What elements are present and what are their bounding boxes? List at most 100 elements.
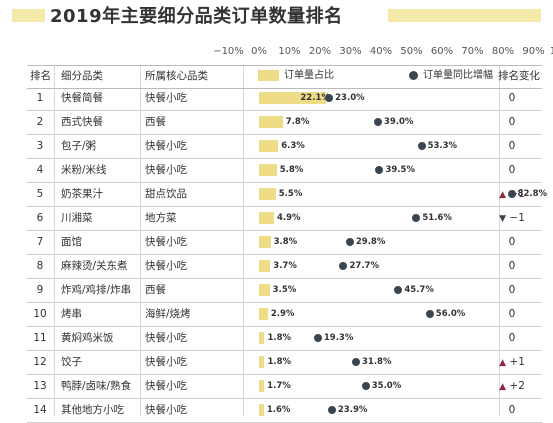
- legend-growth-dot: [409, 71, 418, 80]
- share-bar: [259, 164, 277, 176]
- x-tick-label: 30%: [339, 46, 362, 57]
- share-label: 1.7%: [267, 381, 291, 391]
- col-sep: [54, 65, 55, 416]
- rank-change-value: −1: [509, 212, 525, 224]
- table-row: 6 川湘菜 地方菜 ▼ −1: [27, 207, 542, 231]
- arrow-up-icon: ▲: [499, 358, 507, 368]
- x-tick-label: 100%: [549, 46, 553, 57]
- growth-dot: [351, 358, 360, 366]
- table-row: 3 包子/粥 快餐小吃 0: [27, 135, 542, 159]
- x-tick-label: 70%: [461, 46, 484, 57]
- arrow-up-icon: ▲: [499, 382, 507, 392]
- growth-label: 19.3%: [323, 333, 354, 343]
- rank-change-value: 0: [508, 116, 516, 128]
- col-sep: [243, 65, 244, 416]
- growth-label: 82.8%: [517, 189, 548, 199]
- share-label: 3.5%: [272, 285, 297, 295]
- core-category-cell: 快餐小吃: [145, 404, 187, 416]
- rank-change-value: 0: [508, 260, 516, 272]
- table-row: 8 麻辣烫/关东煮 快餐小吃 0: [27, 255, 542, 279]
- share-label: 4.9%: [276, 213, 301, 223]
- header-core: 所属核心品类: [145, 70, 208, 82]
- share-bar: [259, 308, 268, 320]
- category-cell: 饺子: [61, 356, 82, 368]
- x-tick-label: 10%: [278, 46, 301, 57]
- category-cell: 鸭脖/卤味/熟食: [61, 380, 132, 392]
- legend-share: 订单量占比: [284, 70, 334, 81]
- growth-dot: [425, 310, 434, 318]
- growth-dot: [417, 142, 426, 150]
- rank-cell: 2: [36, 116, 44, 128]
- col-sep: [140, 65, 141, 416]
- rank-change-value: 0: [508, 404, 516, 416]
- share-label: 5.8%: [279, 165, 304, 175]
- rank-change-cell: 0: [482, 159, 542, 182]
- title-stripe-right: [388, 9, 541, 22]
- rank-change-value: 0: [508, 92, 516, 104]
- core-category-cell: 西餐: [145, 116, 166, 128]
- share-bar: [259, 332, 265, 344]
- share-label: 3.8%: [273, 237, 298, 247]
- category-cell: 麻辣烫/关东煮: [61, 260, 128, 272]
- growth-label: 23.9%: [337, 405, 368, 415]
- table-header: [27, 65, 542, 89]
- rank-change-cell: 0: [482, 135, 542, 158]
- share-label: 1.6%: [266, 405, 291, 415]
- rank-change-cell: 0: [482, 327, 542, 350]
- rank-change-value: 0: [508, 140, 516, 152]
- rank-cell: 5: [36, 188, 44, 200]
- table-row: 7 面馆 快餐小吃 0: [27, 231, 542, 255]
- col-sep: [499, 65, 500, 416]
- growth-label: 35.0%: [371, 381, 402, 391]
- growth-label: 23.0%: [335, 93, 365, 103]
- rank-cell: 9: [36, 284, 44, 296]
- table-row: 10 烤串 海鲜/烧烤 0: [27, 303, 542, 327]
- rank-cell: 4: [36, 164, 44, 176]
- growth-dot: [507, 190, 516, 198]
- growth-dot: [345, 238, 354, 246]
- rank-cell: 6: [36, 212, 44, 224]
- category-cell: 烤串: [61, 308, 82, 320]
- category-cell: 川湘菜: [61, 212, 93, 224]
- rank-change-cell: ▼ −1: [482, 207, 542, 230]
- core-category-cell: 甜点饮品: [145, 188, 187, 200]
- rank-change-value: +1: [509, 356, 525, 368]
- category-cell: 面馆: [61, 236, 82, 248]
- share-bar: [259, 284, 270, 296]
- header-category: 细分品类: [61, 70, 103, 82]
- legend-share-swatch: [258, 70, 279, 81]
- share-bar: [259, 140, 279, 152]
- table-row: 1 快餐简餐 快餐小吃 0: [27, 87, 542, 111]
- growth-dot: [313, 334, 322, 342]
- category-cell: 米粉/米线: [61, 164, 107, 176]
- rank-change-cell: ▲ +1: [482, 351, 542, 374]
- category-cell: 其他地方小吃: [61, 404, 124, 416]
- rank-change-cell: 0: [482, 231, 542, 254]
- share-bar: [259, 212, 274, 224]
- category-cell: 奶茶果汁: [61, 188, 103, 200]
- share-label: 7.8%: [285, 117, 310, 127]
- share-label: 2.9%: [270, 309, 295, 319]
- growth-dot: [361, 382, 370, 390]
- share-bar: [259, 116, 283, 128]
- growth-label: 29.8%: [355, 237, 386, 247]
- x-tick-label: −10%: [213, 46, 244, 57]
- x-tick-label: 60%: [430, 46, 454, 57]
- core-category-cell: 快餐小吃: [145, 356, 187, 368]
- x-tick-label: 40%: [369, 46, 393, 57]
- table-row: 2 西式快餐 西餐 0: [27, 111, 542, 135]
- category-cell: 快餐简餐: [61, 92, 103, 104]
- share-bar: [259, 188, 276, 200]
- rank-cell: 1: [36, 92, 44, 104]
- x-tick-label: 20%: [308, 46, 332, 57]
- share-label: 5.5%: [278, 189, 303, 199]
- table-row: 11 黄焖鸡米饭 快餐小吃 0: [27, 327, 542, 351]
- header-rank: 排名: [30, 70, 51, 82]
- core-category-cell: 快餐小吃: [145, 140, 187, 152]
- rank-cell: 11: [33, 332, 47, 344]
- share-label: 1.8%: [267, 357, 292, 367]
- category-cell: 西式快餐: [61, 116, 103, 128]
- x-tick-label: 80%: [491, 46, 515, 57]
- title-bar: 2019年主要细分品类订单数量排名: [0, 0, 553, 30]
- arrow-down-icon: ▼: [499, 214, 507, 224]
